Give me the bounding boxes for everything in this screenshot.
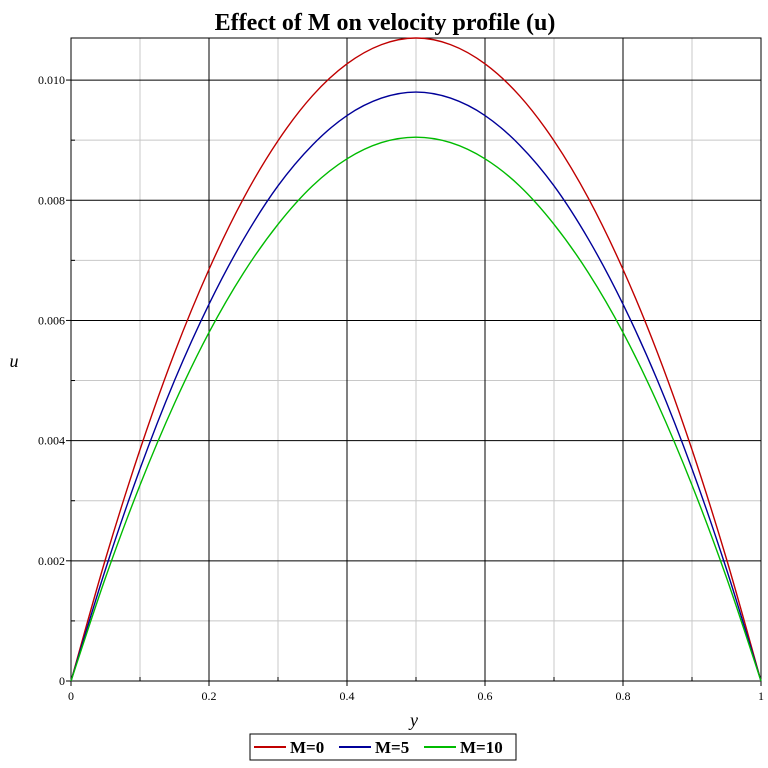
series-line-m-10 [70,136,762,682]
legend-box [249,733,517,761]
x-tick-label: 0.6 [478,689,493,703]
series-line-m-0 [70,37,762,682]
y-tick-label: 0.008 [38,193,65,207]
series-group [70,37,762,682]
x-tick-label: 0.8 [616,689,631,703]
x-tick-label: 1 [758,689,764,703]
series-line-m-5 [70,91,762,682]
legend-label-m-10: M=10 [460,738,503,757]
chart-title: Effect of M on velocity profile (u) [215,10,556,36]
minor-grid [71,38,761,681]
y-tick-label: 0.006 [38,313,65,327]
y-tick-label: 0.004 [38,434,65,448]
axis-ticks [66,79,762,686]
x-tick-label: 0.4 [340,689,355,703]
x-axis-label: y [408,710,418,730]
y-tick-label: 0.010 [38,73,65,87]
x-tick-labels: 0 0.2 0.4 0.6 0.8 1 [68,689,764,703]
x-tick-label: 0.2 [202,689,217,703]
y-tick-label: 0.002 [38,554,65,568]
x-tick-label: 0 [68,689,74,703]
y-tick-label: 0 [59,674,65,688]
y-tick-labels: 0 0.002 0.004 0.006 0.008 0.010 [38,73,65,688]
legend-label-m-5: M=5 [375,738,409,757]
legend-label-m-0: M=0 [290,738,324,757]
legend: M=0 M=5 M=10 [249,733,517,761]
y-axis-label: u [10,351,19,371]
